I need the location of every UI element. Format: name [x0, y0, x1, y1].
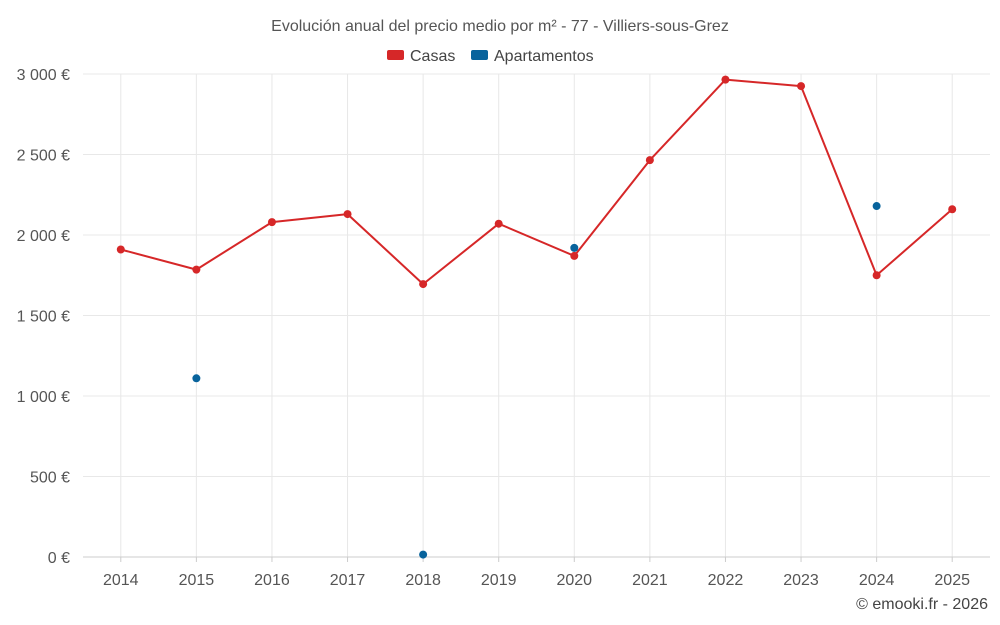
x-tick-label: 2025 — [934, 572, 970, 589]
x-tick-label: 2024 — [859, 572, 895, 589]
x-tick-label: 2017 — [330, 572, 366, 589]
data-point-casas[interactable] — [494, 219, 503, 228]
data-point-casas[interactable] — [721, 75, 730, 84]
y-tick-label: 2 000 € — [17, 228, 70, 245]
axes: 0 € 500 € 1 000 € 1 500 € 2 000 € 2 500 € 3 00… — [17, 67, 990, 589]
legend: Casas Apartamentos — [387, 48, 594, 65]
series — [116, 75, 957, 559]
x-tick-label: 2016 — [254, 572, 290, 589]
chart-title: Evolución anual del precio medio por m² … — [271, 18, 729, 35]
data-point-apartamentos[interactable] — [419, 550, 428, 559]
y-tick-label: 2 500 € — [17, 148, 70, 165]
data-point-apartamentos[interactable] — [872, 202, 881, 211]
x-tick-label: 2023 — [783, 572, 819, 589]
data-point-casas[interactable] — [570, 251, 579, 260]
legend-swatch-apartamentos — [471, 50, 488, 60]
legend-label-apartamentos: Apartamentos — [494, 48, 594, 65]
x-tick-label: 2022 — [708, 572, 744, 589]
data-point-casas[interactable] — [419, 280, 428, 289]
data-point-apartamentos[interactable] — [192, 374, 201, 383]
x-tick-label: 2014 — [103, 572, 139, 589]
credit-text: © emooki.fr - 2026 — [856, 596, 988, 613]
data-point-casas[interactable] — [192, 265, 201, 274]
x-tick-label: 2021 — [632, 572, 668, 589]
data-point-casas[interactable] — [797, 82, 806, 91]
data-point-casas[interactable] — [343, 210, 352, 219]
data-point-casas[interactable] — [116, 245, 125, 254]
data-point-apartamentos[interactable] — [570, 243, 579, 252]
data-point-casas[interactable] — [645, 156, 654, 165]
x-tick-label: 2020 — [556, 572, 592, 589]
y-tick-label: 1 000 € — [17, 389, 70, 406]
y-tick-label: 500 € — [30, 470, 70, 487]
legend-swatch-casas — [387, 50, 404, 60]
series-line-casas — [120, 78, 953, 286]
x-tick-label: 2015 — [179, 572, 215, 589]
y-tick-label: 0 € — [48, 550, 70, 567]
data-point-casas[interactable] — [872, 271, 881, 280]
y-tick-label: 3 000 € — [17, 67, 70, 84]
y-tick-label: 1 500 € — [17, 309, 70, 326]
x-tick-label: 2018 — [405, 572, 441, 589]
x-tick-label: 2019 — [481, 572, 517, 589]
legend-label-casas: Casas — [410, 48, 455, 65]
data-point-casas[interactable] — [948, 205, 957, 214]
data-point-casas[interactable] — [267, 218, 276, 227]
grid — [83, 73, 990, 557]
